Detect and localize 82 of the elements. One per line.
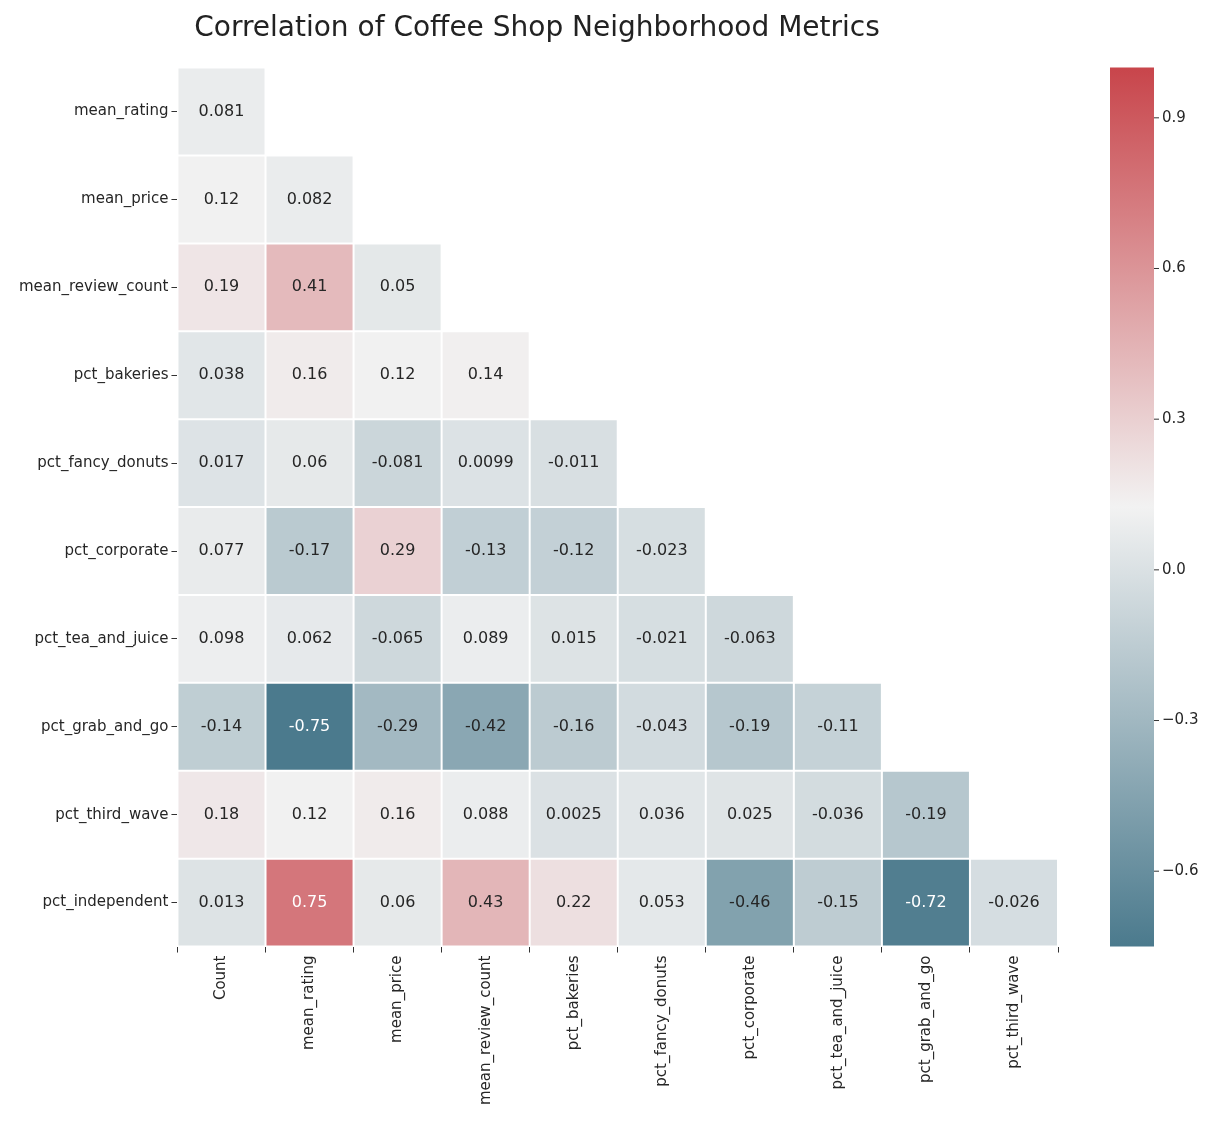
x-tick-label: mean_rating [299, 955, 319, 1051]
data-label: -0.063 [724, 628, 776, 648]
data-label: -0.19 [905, 803, 947, 823]
data-label: -0.043 [635, 715, 688, 735]
color-bar-label: 0.0 [1162, 559, 1186, 578]
chart-title: Correlation of Coffee Shop Neighborhood Metrics [194, 10, 880, 44]
data-label: 0.06 [291, 452, 328, 472]
data-label: 0.29 [379, 540, 416, 560]
y-tick-label: pct_bakeries [73, 365, 169, 385]
x-tick-label: pct_fancy_donuts [651, 955, 671, 1087]
data-label: 0.081 [198, 100, 245, 120]
y-tick-label: pct_corporate [64, 540, 169, 560]
data-label: -0.026 [988, 891, 1040, 911]
data-label: -0.46 [729, 891, 771, 911]
data-label: 0.75 [291, 891, 328, 911]
data-label: -0.15 [817, 891, 859, 911]
data-label: 0.017 [198, 452, 245, 472]
data-label: -0.12 [553, 540, 595, 560]
data-label: -0.19 [729, 715, 771, 735]
data-label: 0.036 [638, 803, 685, 823]
x-tick-label: mean_review_count [475, 955, 495, 1105]
y-tick-label: mean_review_count [19, 277, 169, 297]
data-label: 0.038 [198, 364, 245, 384]
data-label: 0.12 [379, 364, 416, 384]
data-label: -0.036 [812, 803, 864, 823]
data-label: 0.082 [286, 188, 333, 208]
data-label: 0.18 [203, 803, 240, 823]
data-label: 0.088 [462, 803, 509, 823]
data-label: -0.42 [464, 715, 507, 735]
data-label: 0.098 [198, 628, 245, 648]
data-label: -0.17 [288, 540, 331, 560]
data-label: -0.16 [553, 715, 595, 735]
data-label: -0.023 [635, 540, 688, 560]
data-label: -0.75 [288, 715, 331, 735]
data-label: 0.12 [203, 188, 240, 208]
color-bar-label: 0.9 [1162, 107, 1186, 126]
data-label: 0.14 [467, 364, 504, 384]
y-tick-label: pct_tea_and_juice [34, 628, 169, 648]
data-label: 0.089 [462, 628, 509, 648]
x-tick-label: mean_price [387, 955, 407, 1043]
y-tick-label: pct_third_wave [55, 804, 169, 824]
data-label: 0.12 [291, 803, 328, 823]
x-tick-label: pct_grab_and_go [915, 955, 935, 1084]
data-label: 0.16 [379, 803, 416, 823]
y-tick-label: pct_fancy_donuts [37, 453, 169, 473]
data-label: 0.43 [467, 891, 504, 911]
color-bar-label: −0.6 [1162, 861, 1199, 880]
y-tick-label: pct_grab_and_go [40, 716, 169, 736]
data-label: 0.015 [550, 628, 597, 648]
data-label: -0.021 [635, 628, 688, 648]
x-tick-label: Count [211, 955, 230, 1001]
data-label: -0.065 [371, 628, 424, 648]
color-bar-label: 0.6 [1162, 258, 1186, 277]
data-label: -0.081 [371, 452, 424, 472]
data-label: 0.053 [638, 891, 685, 911]
data-label: -0.13 [464, 540, 507, 560]
data-label: -0.14 [200, 715, 243, 735]
data-label: 0.0099 [457, 452, 514, 472]
data-label: 0.077 [198, 540, 245, 560]
data-label: -0.72 [905, 891, 947, 911]
data-label: 0.16 [291, 364, 328, 384]
data-label: 0.06 [379, 891, 416, 911]
x-tick-label: pct_corporate [739, 955, 759, 1060]
color-bar-label: 0.3 [1162, 409, 1186, 428]
x-tick-label: pct_third_wave [1003, 955, 1023, 1069]
data-label: 0.0025 [545, 803, 602, 823]
data-label: -0.011 [547, 452, 600, 472]
x-tick-label: pct_tea_and_juice [827, 955, 847, 1090]
data-label: 0.22 [555, 891, 592, 911]
data-label: -0.29 [376, 715, 419, 735]
data-label: 0.41 [291, 276, 328, 296]
data-label: 0.062 [286, 628, 333, 648]
y-tick-label: mean_rating [73, 101, 169, 121]
data-label: 0.05 [379, 276, 416, 296]
y-tick-label: mean_price [81, 189, 169, 209]
data-label: 0.013 [198, 891, 245, 911]
data-label: 0.19 [203, 276, 240, 296]
y-tick-label: pct_independent [42, 892, 169, 912]
color-bar-label: −0.3 [1162, 710, 1199, 729]
data-label: -0.11 [817, 715, 859, 735]
data-label: 0.025 [726, 803, 773, 823]
x-tick-label: pct_bakeries [563, 955, 583, 1051]
